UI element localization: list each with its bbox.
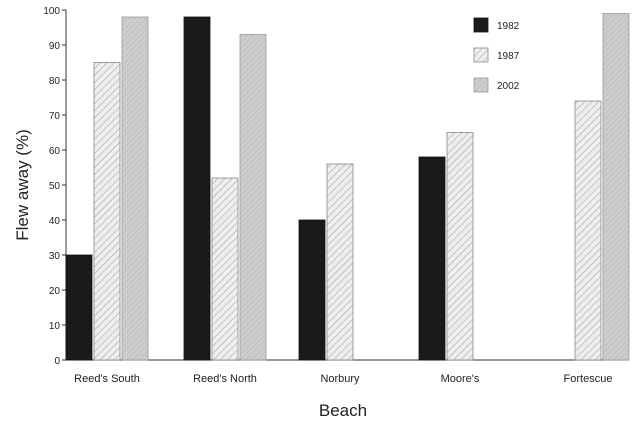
x-tick-label-reed-s-south: Reed's South: [74, 373, 140, 385]
bar-2002-reed-s-south: [121, 16, 149, 361]
y-tick-label-40: 40: [49, 216, 61, 227]
y-tick-label-50: 50: [49, 181, 61, 192]
y-tick-label-0: 0: [54, 356, 60, 367]
y-tick-label-90: 90: [49, 41, 61, 52]
bars: [65, 13, 630, 361]
legend-label-2002: 2002: [497, 81, 520, 92]
bar-1982-norbury: [298, 219, 326, 361]
y-tick-label-10: 10: [49, 321, 61, 332]
x-tick-label-norbury: Norbury: [320, 373, 360, 385]
legend-swatch-1987: [473, 47, 489, 63]
y-tick-label-30: 30: [49, 251, 61, 262]
bar-2002-reed-s-north: [239, 34, 267, 361]
y-tick-label-100: 100: [43, 6, 60, 17]
bar-1982-moore-s: [418, 156, 446, 361]
bar-1987-fortescue: [574, 100, 602, 361]
y-tick-label-80: 80: [49, 76, 61, 87]
x-tick-label-moore-s: Moore's: [441, 373, 480, 385]
x-tick-label-fortescue: Fortescue: [564, 373, 613, 385]
legend-label-1987: 1987: [497, 51, 520, 62]
bar-1987-reed-s-north: [211, 177, 239, 361]
legend-label-1982: 1982: [497, 21, 520, 32]
x-axis-title: Beach: [319, 401, 367, 420]
y-axis-title: Flew away (%): [13, 129, 32, 240]
y-tick-label-70: 70: [49, 111, 61, 122]
legend-swatch-2002: [473, 77, 489, 93]
bar-1987-moore-s: [446, 132, 474, 361]
bar-1987-reed-s-south: [93, 62, 121, 361]
x-tick-label-reed-s-north: Reed's North: [193, 373, 257, 385]
y-tick-label-60: 60: [49, 146, 61, 157]
bar-1982-reed-s-south: [65, 254, 93, 361]
legend: 1982 1987 2002: [473, 17, 520, 93]
y-tick-label-20: 20: [49, 286, 61, 297]
bar-1982-reed-s-north: [183, 16, 211, 361]
y-axis-ticks: 0 10 20 30 40 50 60 70 80 90 100: [43, 6, 66, 367]
bar-1987-norbury: [326, 163, 354, 361]
bar-2002-fortescue: [602, 13, 630, 361]
x-axis-category-labels: Reed's South Reed's North Norbury Moore's Fo…: [74, 373, 612, 385]
legend-swatch-1982: [473, 17, 489, 33]
